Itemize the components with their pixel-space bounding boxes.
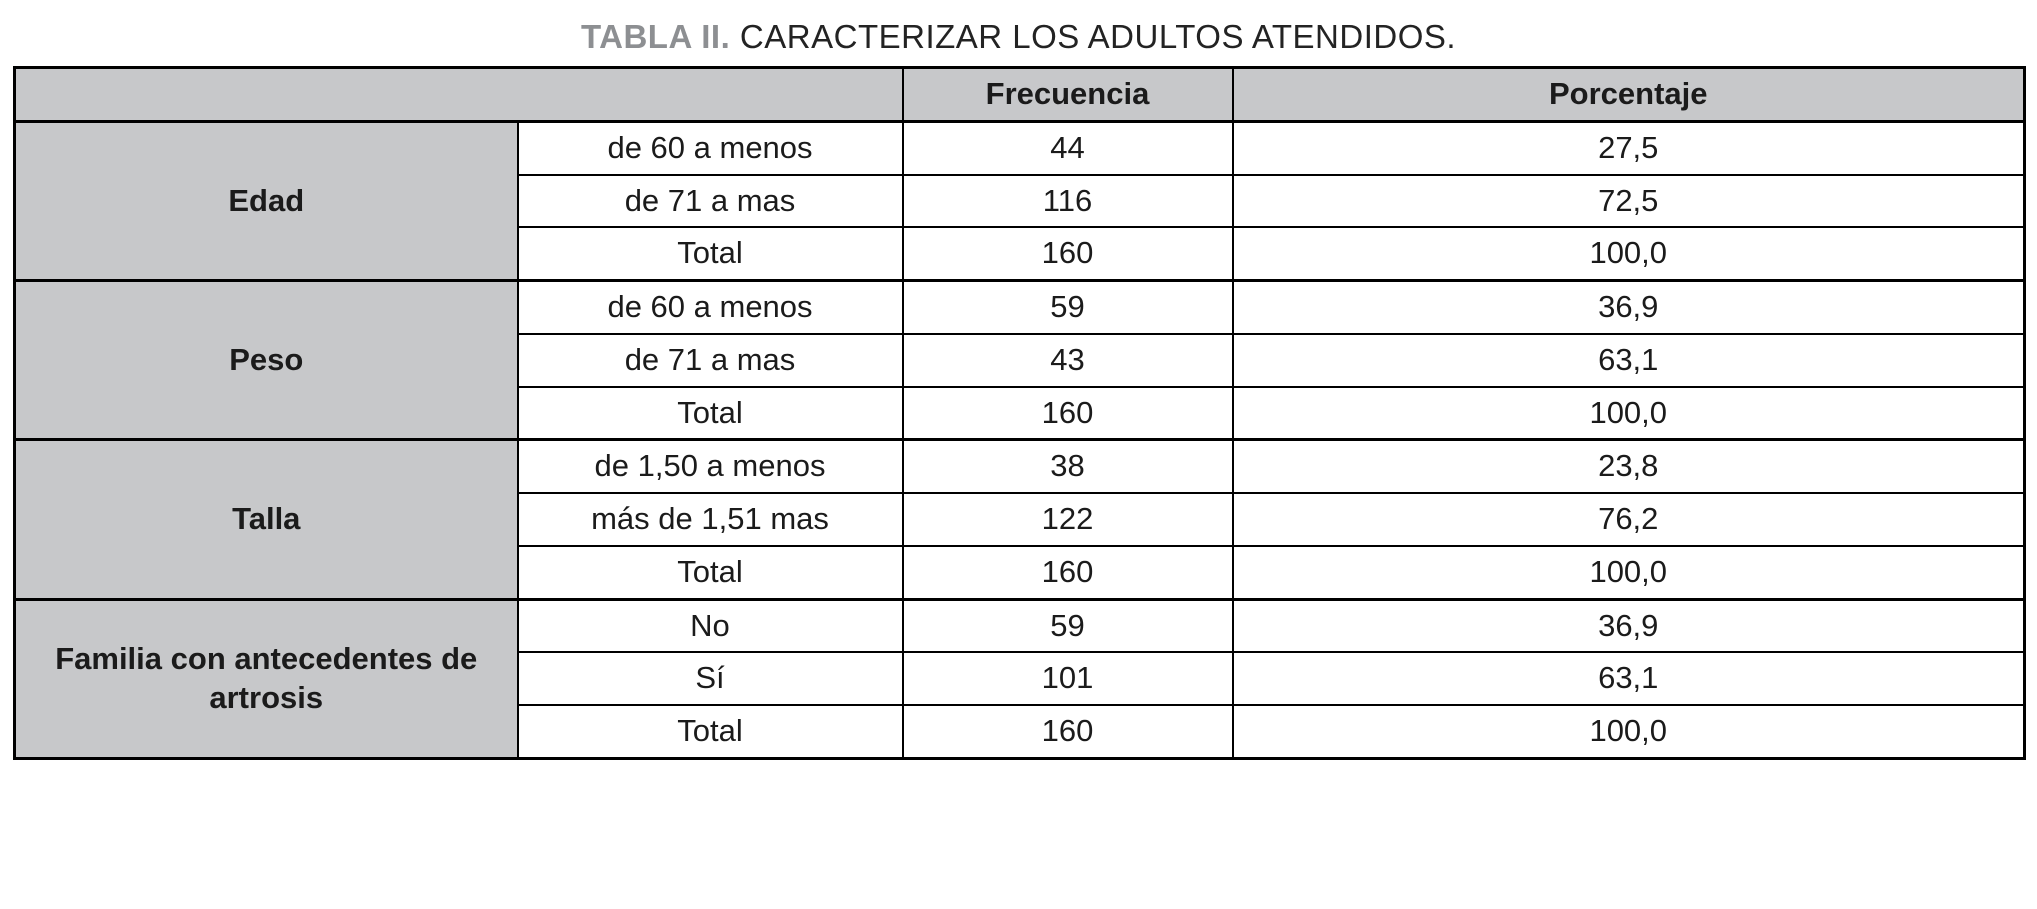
percentage-cell: 63,1	[1231, 332, 2026, 388]
percentage-cell: 63,1	[1231, 651, 2026, 706]
group-label-cell: Edad	[13, 119, 519, 282]
percentage-cell: 100,0	[1231, 385, 2026, 441]
group-label-cell: Familia con antecedentes de artrosis	[13, 597, 519, 760]
frequency-cell: 160	[901, 226, 1234, 282]
percentage-cell: 36,9	[1231, 278, 2026, 335]
table-title: TABLA II. CARACTERIZAR LOS ADULTOS ATEND…	[0, 18, 2037, 56]
header-spacer-cell	[13, 66, 904, 123]
category-cell: Total	[516, 544, 904, 601]
table-row: más de 1,51 mas 122 76,2	[15, 492, 2026, 547]
table-row: Total 160 100,0	[15, 385, 2026, 441]
category-cell: No	[516, 597, 904, 654]
table-row: Peso de 60 a menos 59 36,9	[13, 278, 2026, 441]
table-row: Total 160 100,0	[15, 226, 2026, 282]
table-row: Edad de 60 a menos 44 27,5	[13, 119, 2026, 282]
frequency-cell: 160	[901, 703, 1234, 760]
frequency-cell: 160	[901, 385, 1234, 441]
frequency-cell: 116	[901, 173, 1234, 229]
table-row: de 71 a mas 116 72,5	[15, 173, 2026, 229]
percentage-cell: 27,5	[1231, 119, 2026, 176]
table-row: Total 160 100,0	[15, 544, 2026, 601]
percentage-cell: 72,5	[1231, 173, 2026, 229]
frequency-cell: 59	[901, 597, 1234, 654]
frequency-cell: 122	[901, 492, 1234, 547]
table-header-row: Frecuencia Porcentaje	[13, 66, 2026, 123]
table-row: Familia con antecedentes de artrosis No 59…	[13, 597, 2026, 760]
frequency-cell: 101	[901, 651, 1234, 706]
category-cell: de 71 a mas	[516, 173, 904, 229]
category-cell: de 60 a menos	[516, 119, 904, 176]
frequency-cell: 160	[901, 544, 1234, 601]
category-cell: de 1,50 a menos	[516, 438, 904, 495]
table-header: Frecuencia Porcentaje	[13, 66, 2026, 123]
group-label-cell: Talla	[13, 438, 519, 601]
percentage-cell: 23,8	[1231, 438, 2026, 495]
percentage-cell: 100,0	[1231, 703, 2026, 760]
frequency-cell: 38	[901, 438, 1234, 495]
frequency-cell: 43	[901, 332, 1234, 388]
table-row: de 71 a mas 43 63,1	[15, 332, 2026, 388]
frequency-cell: 44	[901, 119, 1234, 176]
category-cell: de 71 a mas	[516, 332, 904, 388]
category-cell: Sí	[516, 651, 904, 706]
category-cell: más de 1,51 mas	[516, 492, 904, 547]
percentage-cell: 100,0	[1231, 544, 2026, 601]
category-cell: Total	[516, 226, 904, 282]
percentage-cell: 100,0	[1231, 226, 2026, 282]
header-percentage-cell: Porcentaje	[1231, 66, 2026, 123]
frequency-cell: 59	[901, 278, 1234, 335]
table-title-text: CARACTERIZAR LOS ADULTOS ATENDIDOS.	[739, 18, 1457, 55]
table-row: Total 160 100,0	[15, 703, 2026, 760]
percentage-cell: 76,2	[1231, 492, 2026, 547]
table-row: Sí 101 63,1	[15, 651, 2026, 706]
table-body: Edad de 60 a menos 44 27,5 de 71 a mas 116 72,…	[13, 119, 2026, 760]
category-cell: de 60 a menos	[516, 278, 904, 335]
table-title-prefix: TABLA II.	[580, 18, 731, 55]
percentage-cell: 36,9	[1231, 597, 2026, 654]
data-table: Frecuencia Porcentaje Edad de 60 a menos 4…	[13, 66, 2026, 760]
category-cell: Total	[516, 703, 904, 760]
group-label-cell: Peso	[13, 278, 519, 441]
category-cell: Total	[516, 385, 904, 441]
table-row: Talla de 1,50 a menos 38 23,8	[13, 438, 2026, 601]
header-frequency-cell: Frecuencia	[901, 66, 1234, 123]
